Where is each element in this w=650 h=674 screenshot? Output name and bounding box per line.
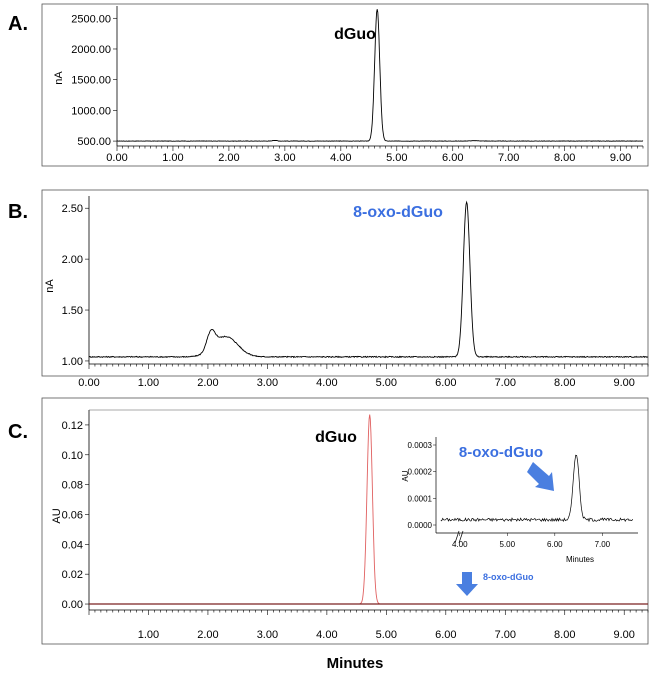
x-tick-label: 6.00 bbox=[442, 152, 463, 164]
chromatogram-trace bbox=[117, 9, 644, 142]
x-tick-label: 4.00 bbox=[316, 377, 337, 389]
inset-x-tick-label: 6.00 bbox=[547, 540, 563, 549]
inset-y-tick-label: 0.0000 bbox=[408, 521, 433, 530]
chromatogram-trace bbox=[89, 414, 648, 605]
x-tick-label: 0.00 bbox=[106, 152, 127, 164]
panel-a-dguo-annotation: dGuo bbox=[334, 26, 376, 43]
axis-break-mark bbox=[458, 530, 464, 544]
x-tick-label: 8.00 bbox=[554, 152, 575, 164]
x-tick-label: 7.00 bbox=[498, 152, 519, 164]
pointer-arrow-icon bbox=[527, 462, 554, 491]
y-tick-label: 2.50 bbox=[62, 203, 83, 215]
y-tick-label: 1500.00 bbox=[71, 75, 111, 87]
panel-c-8-oxo-dguo-arrow-label: 8-oxo-dGuo bbox=[483, 572, 534, 582]
panel-b-axes: 0.00 1.00 2.00 3.00 4.00 5.00 6.00 7.00 8.00 9.00… bbox=[62, 196, 649, 389]
panel-c-dguo-annotation: dGuo bbox=[315, 429, 357, 446]
x-tick-label: 2.00 bbox=[197, 377, 218, 389]
panel-a-frame bbox=[41, 3, 649, 167]
panel-c-inset: AU Minutes 8-oxo-dGuo 0.0000 0.0001 0.0002… bbox=[401, 437, 638, 564]
panel-b-label: B. bbox=[8, 201, 28, 223]
panel-b: B. nA 8-oxo-dGuo 0.00 1.00 2.00 3.00 4.00 5.0… bbox=[8, 189, 649, 389]
x-tick-label: 8.00 bbox=[554, 377, 575, 389]
panel-a-label: A. bbox=[8, 13, 28, 35]
x-tick-label: 7.00 bbox=[495, 377, 516, 389]
y-tick-label: 0.00 bbox=[62, 599, 83, 611]
axis-break-mark bbox=[454, 530, 460, 544]
panel-b-y-axis-label: nA bbox=[44, 279, 56, 293]
x-tick-label: 9.00 bbox=[614, 377, 635, 389]
panel-c: C. AU dGuo 1.00 2.00 3.00 4.00 5.00 6.00 7.00 8… bbox=[8, 397, 649, 645]
x-tick-label: 0.00 bbox=[78, 377, 99, 389]
panel-b-8-oxo-dguo-annotation: 8-oxo-dGuo bbox=[353, 204, 443, 221]
inset-x-axis-label: Minutes bbox=[566, 555, 594, 564]
y-tick-label: 1.50 bbox=[62, 305, 83, 317]
inset-y-axis-label: AU bbox=[401, 470, 410, 481]
inset-chromatogram-trace bbox=[440, 454, 634, 523]
x-tick-label: 9.00 bbox=[614, 629, 635, 641]
panel-c-y-axis-label: AU bbox=[51, 508, 63, 523]
x-tick-label: 5.00 bbox=[376, 629, 397, 641]
inset-y-tick-label: 0.0003 bbox=[408, 441, 433, 450]
inset-x-tick-label: 7.00 bbox=[595, 540, 611, 549]
x-tick-label: 5.00 bbox=[376, 377, 397, 389]
chromatogram-trace bbox=[88, 200, 649, 359]
panel-a-axes: 0.00 1.00 2.00 3.00 4.00 5.00 6.00 7.00 8.00 9.00… bbox=[71, 6, 644, 164]
x-tick-label: 4.00 bbox=[330, 152, 351, 164]
panel-c-axes: 1.00 2.00 3.00 4.00 5.00 6.00 7.00 8.00 9.00 0.00… bbox=[62, 409, 649, 641]
x-tick-label: 1.00 bbox=[162, 152, 183, 164]
x-tick-label: 4.00 bbox=[316, 629, 337, 641]
x-tick-label: 7.00 bbox=[495, 629, 516, 641]
panel-b-frame bbox=[41, 189, 649, 377]
y-tick-label: 2500.00 bbox=[71, 13, 111, 25]
x-tick-label: 6.00 bbox=[435, 377, 456, 389]
y-tick-label: 0.12 bbox=[62, 420, 83, 432]
panel-a-y-axis-label: nA bbox=[53, 71, 65, 85]
panel-a: A. nA dGuo 0.00 1.00 2.00 3.00 4.00 5.00 6.00 7… bbox=[8, 3, 649, 167]
x-tick-label: 8.00 bbox=[554, 629, 575, 641]
x-axis-label: Minutes bbox=[327, 655, 384, 672]
y-tick-label: 2000.00 bbox=[71, 44, 111, 56]
down-arrow-icon bbox=[456, 572, 478, 596]
x-tick-label: 3.00 bbox=[274, 152, 295, 164]
x-tick-label: 1.00 bbox=[138, 377, 159, 389]
panel-c-label: C. bbox=[8, 421, 28, 443]
x-tick-label: 3.00 bbox=[257, 377, 278, 389]
x-tick-label: 9.00 bbox=[610, 152, 631, 164]
inset-axes: 0.0000 0.0001 0.0002 0.0003 4.00 5.00 6.00 7.00 bbox=[408, 437, 638, 549]
y-tick-label: 0.02 bbox=[62, 569, 83, 581]
y-tick-label: 2.00 bbox=[62, 254, 83, 266]
inset-x-tick-label: 4.00 bbox=[452, 540, 468, 549]
y-tick-label: 0.04 bbox=[62, 539, 83, 551]
x-tick-label: 2.00 bbox=[197, 629, 218, 641]
y-tick-label: 0.10 bbox=[62, 450, 83, 462]
y-tick-label: 500.00 bbox=[77, 136, 111, 148]
panel-c-frame bbox=[41, 397, 649, 645]
x-tick-label: 6.00 bbox=[435, 629, 456, 641]
inset-8-oxo-dguo-annotation: 8-oxo-dGuo bbox=[459, 444, 543, 461]
x-tick-label: 2.00 bbox=[218, 152, 239, 164]
y-tick-label: 0.08 bbox=[62, 480, 83, 492]
inset-y-tick-label: 0.0002 bbox=[408, 468, 433, 477]
x-tick-label: 3.00 bbox=[257, 629, 278, 641]
y-tick-label: 1000.00 bbox=[71, 105, 111, 117]
inset-y-tick-label: 0.0001 bbox=[408, 494, 433, 503]
inset-x-tick-label: 5.00 bbox=[500, 540, 516, 549]
x-tick-label: 5.00 bbox=[386, 152, 407, 164]
y-tick-label: 1.00 bbox=[62, 356, 83, 368]
x-tick-label: 1.00 bbox=[138, 629, 159, 641]
y-tick-label: 0.06 bbox=[62, 509, 83, 521]
